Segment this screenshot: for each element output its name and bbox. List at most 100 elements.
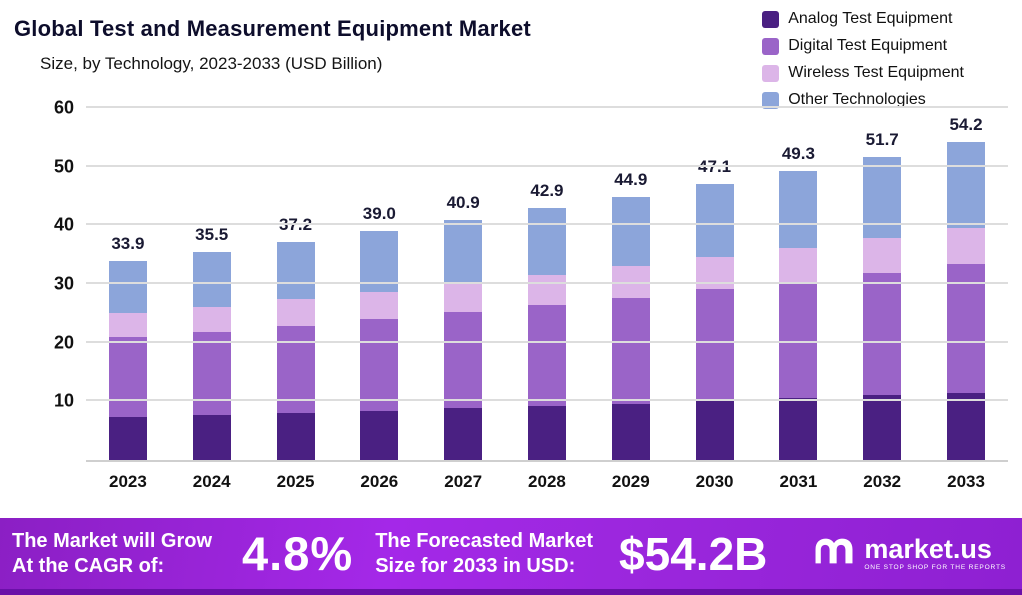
forecast-label-line1: The Forecasted Market bbox=[375, 529, 594, 552]
bar-segment bbox=[695, 289, 734, 401]
bar-group-2028: 42.9 bbox=[505, 108, 589, 460]
legend-label: Wireless Test Equipment bbox=[788, 64, 964, 81]
stacked-bar bbox=[863, 156, 902, 460]
legend-item: Other Technologies bbox=[762, 91, 964, 109]
bar-segment bbox=[192, 306, 231, 333]
cagr-value: 4.8% bbox=[242, 527, 354, 580]
y-axis-tick-label: 10 bbox=[53, 390, 74, 411]
bar-group-2030: 47.1 bbox=[673, 108, 757, 460]
bar-segment bbox=[276, 299, 315, 326]
stacked-bar bbox=[360, 231, 399, 460]
bar-segment bbox=[360, 231, 399, 292]
stacked-bar bbox=[527, 208, 566, 460]
bar-total-label: 40.9 bbox=[446, 193, 480, 213]
y-axis-tick-label: 60 bbox=[53, 97, 74, 118]
bar-segment bbox=[192, 251, 231, 307]
bar-segment bbox=[444, 283, 483, 313]
footer-banner: The Market will Grow At the CAGR of: 4.8… bbox=[0, 518, 1022, 595]
bar-segment bbox=[863, 395, 902, 460]
legend-label: Analog Test Equipment bbox=[788, 10, 953, 27]
bar-segment bbox=[276, 413, 315, 460]
plot-area: 33.9 35.5 37.2 39.0 40.9 42.9 44.9 47.1 49.3 51.7… bbox=[54, 98, 1008, 462]
cagr-label: The Market will Grow At the CAGR of: bbox=[12, 529, 212, 579]
bar-group-2027: 40.9 bbox=[421, 108, 505, 460]
forecast-label: The Forecasted Market Size for 2033 in U… bbox=[375, 529, 593, 579]
bar-segment bbox=[863, 156, 902, 239]
bar-total-label: 51.7 bbox=[865, 129, 899, 149]
brand-logo: market.us ONE STOP SHOP FOR THE REPORTS bbox=[812, 535, 1006, 572]
bar-group-2026: 39.0 bbox=[337, 108, 421, 460]
stacked-bar bbox=[695, 183, 734, 460]
bar-total-label: 39.0 bbox=[362, 204, 396, 224]
x-axis-tick-label: 2027 bbox=[444, 472, 483, 491]
bar-total-label: 33.9 bbox=[111, 234, 145, 254]
x-axis-tick-label: 2026 bbox=[360, 472, 399, 491]
legend: Analog Test Equipment Digital Test Equipm… bbox=[762, 10, 964, 109]
bar-segment bbox=[779, 281, 818, 399]
stacked-bar bbox=[108, 261, 147, 460]
bar-segment bbox=[360, 319, 399, 411]
bar-total-label: 49.3 bbox=[781, 143, 815, 163]
bar-group-2029: 44.9 bbox=[589, 108, 673, 460]
bar-group-2032: 51.7 bbox=[840, 108, 924, 460]
bar-segment bbox=[611, 297, 650, 404]
x-axis-tick-label: 2032 bbox=[863, 472, 902, 491]
bar-group-2025: 37.2 bbox=[254, 108, 338, 460]
stacked-bar bbox=[611, 196, 650, 460]
stacked-bar bbox=[444, 220, 483, 460]
legend-item: Digital Test Equipment bbox=[762, 37, 964, 55]
bar-group-2023: 33.9 bbox=[86, 108, 170, 460]
bar-segment bbox=[444, 220, 483, 284]
legend-swatch-icon bbox=[762, 64, 780, 82]
chart-title: Global Test and Measurement Equipment Ma… bbox=[14, 16, 531, 41]
bar-group-2031: 49.3 bbox=[757, 108, 841, 460]
bar-group-2024: 35.5 bbox=[170, 108, 254, 460]
bar-total-label: 47.1 bbox=[698, 157, 731, 177]
bar-segment bbox=[695, 400, 734, 460]
bar-segment bbox=[695, 183, 734, 258]
bar-segment bbox=[779, 170, 818, 249]
gridline bbox=[86, 399, 1008, 402]
x-axis-tick-label: 2031 bbox=[779, 472, 818, 491]
legend-swatch-icon bbox=[762, 91, 780, 109]
bar-segment bbox=[779, 398, 818, 460]
bar-segment bbox=[276, 325, 315, 414]
bar-segment bbox=[276, 241, 315, 300]
bar-total-label: 44.9 bbox=[614, 169, 648, 189]
cagr-label-line1: The Market will Grow bbox=[12, 529, 213, 552]
bar-segment bbox=[947, 264, 986, 393]
bar-segment bbox=[779, 248, 818, 282]
bar-segment bbox=[947, 142, 986, 229]
cagr-label-line2: At the CAGR of: bbox=[12, 554, 165, 577]
x-axis-tick-label: 2030 bbox=[695, 472, 734, 491]
legend-swatch-icon bbox=[762, 37, 780, 55]
columns: 33.9 35.5 37.2 39.0 40.9 42.9 44.9 47.1 49.3 51.7… bbox=[86, 108, 1008, 460]
bar-segment bbox=[192, 332, 231, 416]
bar-segment bbox=[108, 337, 147, 418]
x-axis-tick-label: 2024 bbox=[192, 472, 231, 491]
legend-item: Analog Test Equipment bbox=[762, 10, 964, 28]
stacked-bar bbox=[276, 241, 315, 460]
bar-segment bbox=[863, 272, 902, 396]
bar-segment bbox=[527, 406, 566, 460]
bar-total-label: 35.5 bbox=[195, 224, 229, 244]
gridline bbox=[86, 164, 1008, 167]
bar-segment bbox=[611, 266, 650, 298]
y-axis-tick-label: 40 bbox=[53, 214, 74, 235]
bar-segment bbox=[527, 208, 566, 276]
legend-item: Wireless Test Equipment bbox=[762, 64, 964, 82]
bar-group-2033: 54.2 bbox=[924, 108, 1008, 460]
chart-subtitle: Size, by Technology, 2023-2033 (USD Bill… bbox=[40, 54, 383, 73]
forecast-label-line2: Size for 2033 in USD: bbox=[375, 554, 576, 577]
y-axis-tick-label: 50 bbox=[53, 156, 74, 177]
x-axis-tick-label: 2033 bbox=[947, 472, 985, 491]
x-axis-tick-label: 2023 bbox=[108, 472, 147, 491]
bar-segment bbox=[444, 408, 483, 460]
bar-segment bbox=[695, 257, 734, 290]
bar-segment bbox=[108, 417, 147, 460]
x-axis-tick-label: 2029 bbox=[611, 472, 650, 491]
bar-segment bbox=[947, 392, 986, 460]
bar-segment bbox=[108, 313, 147, 338]
bar-segment bbox=[192, 415, 231, 460]
